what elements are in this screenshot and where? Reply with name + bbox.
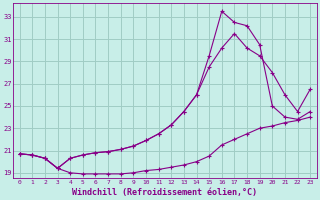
X-axis label: Windchill (Refroidissement éolien,°C): Windchill (Refroidissement éolien,°C) — [72, 188, 258, 197]
